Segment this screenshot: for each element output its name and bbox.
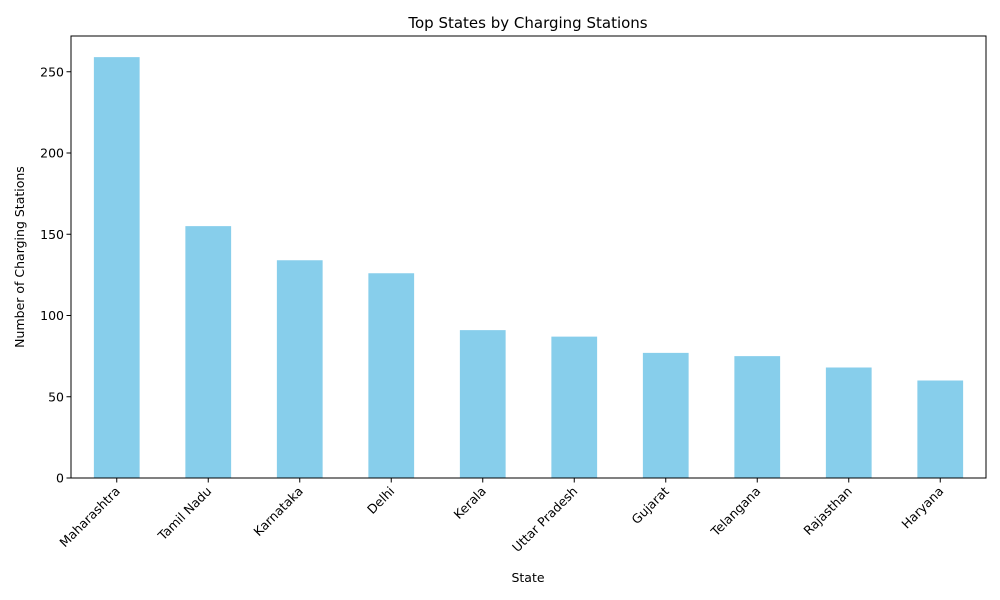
- x-tick-label: Karnataka: [250, 484, 305, 539]
- x-tick-label: Delhi: [364, 484, 397, 517]
- bar-tamil-nadu: [185, 226, 232, 478]
- bar-karnataka: [276, 260, 323, 478]
- y-tick-label: 200: [40, 146, 64, 161]
- x-tick-label: Telangana: [707, 484, 763, 540]
- x-tick-label: Gujarat: [628, 483, 672, 527]
- y-tick-label: 0: [56, 471, 64, 486]
- y-tick-label: 150: [40, 227, 64, 242]
- x-tick-label: Uttar Pradesh: [509, 484, 580, 555]
- bars: [93, 57, 964, 478]
- plot-frame: [70, 35, 987, 479]
- x-tick-label: Haryana: [898, 484, 946, 532]
- bar-uttar-pradesh: [551, 336, 598, 478]
- bar-gujarat: [642, 352, 689, 478]
- x-tick-label: Maharashtra: [56, 484, 122, 550]
- bar-rajasthan: [825, 367, 872, 478]
- y-axis: 0 50 100 150 200 250: [40, 64, 71, 486]
- y-tick-label: 50: [48, 389, 64, 404]
- bar-delhi: [368, 273, 415, 478]
- x-tick-label: Tamil Nadu: [154, 484, 214, 544]
- bar-kerala: [459, 330, 506, 478]
- y-tick-label: 100: [40, 308, 64, 323]
- x-axis: Maharashtra Tamil Nadu Karnataka Delhi Keral…: [56, 478, 946, 555]
- y-tick-label: 250: [40, 64, 64, 79]
- y-axis-label: Number of Charging Stations: [12, 166, 27, 348]
- x-tick-label: Rajasthan: [800, 484, 855, 539]
- x-axis-label: State: [511, 570, 544, 585]
- bar-haryana: [917, 380, 964, 478]
- bar-maharashtra: [93, 57, 140, 478]
- bar-telangana: [734, 356, 781, 478]
- chart-title: Top States by Charging Stations: [407, 14, 647, 32]
- x-tick-label: Kerala: [451, 484, 489, 522]
